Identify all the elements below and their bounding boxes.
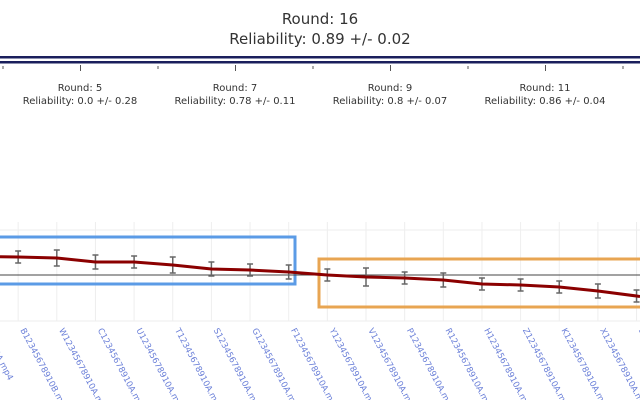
timeline-reliability: Reliability: 0.86 +/- 0.04 [484,96,606,107]
x-tick-label: …8910A.mp4 [0,327,15,383]
timeline-line-bottom [0,61,640,64]
timeline-reliability: Reliability: 0.78 +/- 0.11 [174,96,296,107]
timeline-round: Round: 9 [367,83,413,94]
x-tick-label: X12345678910A.mp4 [597,327,640,400]
series-line [0,255,640,298]
timeline-round: Round: 11 [519,83,571,94]
highlight-box-top [0,235,297,286]
timeline-label[interactable]: Round: 11 Reliability: 0.86 +/- 0.04 [470,82,620,108]
header-reliability: Reliability: 0.89 +/- 0.02 [229,30,411,48]
timeline-slider[interactable] [0,56,640,71]
timeline-label[interactable]: Round: 5 Reliability: 0.0 +/- 0.28 [5,82,155,108]
timeline-reliability: Reliability: 0.0 +/- 0.28 [22,96,138,107]
timeline-reliability: Reliability: 0.8 +/- 0.07 [332,96,448,107]
timeline-label[interactable]: Round: 7 Reliability: 0.78 +/- 0.11 [160,82,310,108]
timeline-round: Round: 5 [57,83,103,94]
x-tick-label: B1… [636,327,640,349]
timeline-line-top [0,56,640,59]
timeline-round: Round: 7 [212,83,258,94]
timeline-label[interactable]: Round: 9 Reliability: 0.8 +/- 0.07 [315,82,465,108]
highlight-box-bottom [317,257,640,309]
header-round: Round: 16 [281,10,359,28]
